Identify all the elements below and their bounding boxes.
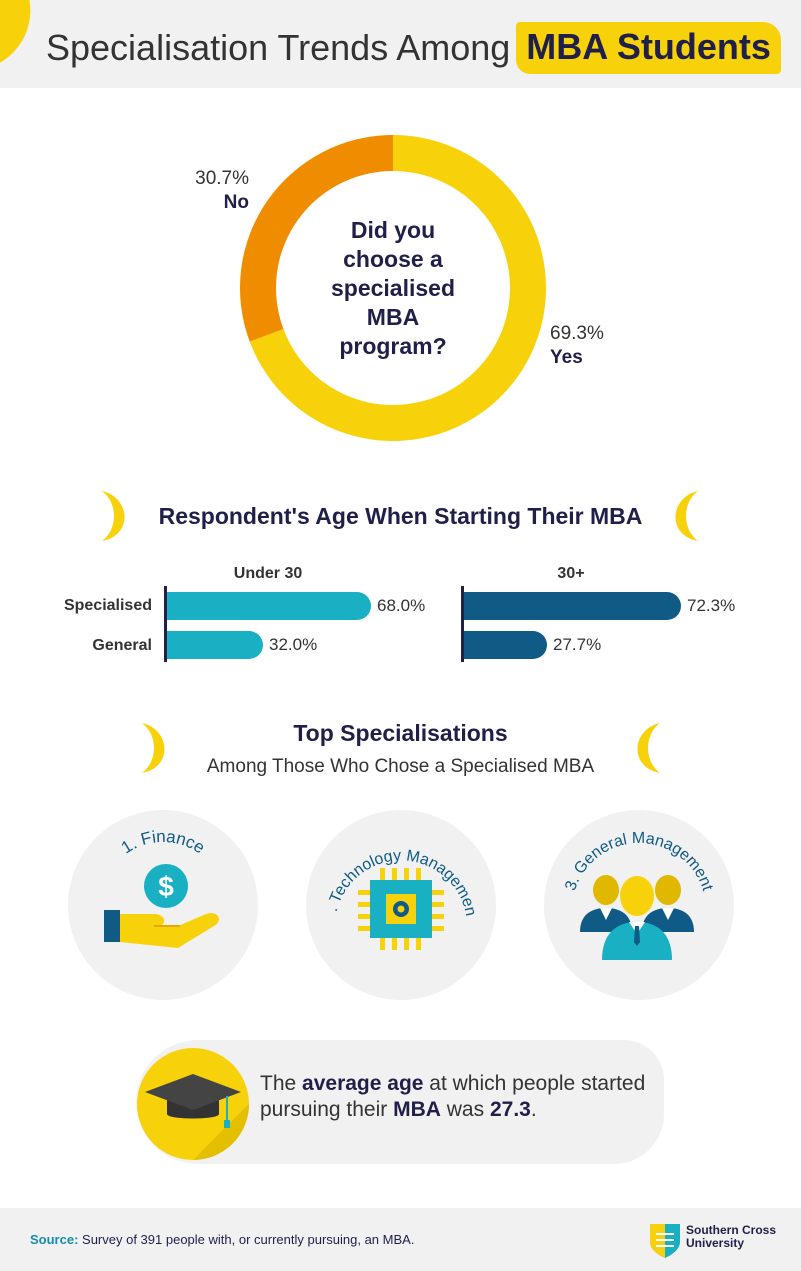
avg-mid2: was [446,1098,485,1121]
avg-mid: at which people started pursuing their [260,1072,646,1121]
specialisation-technology-management: 2. Technology Management [306,810,496,1000]
axis-line-under30 [164,586,167,662]
slice-label-no: 30.7% No [193,167,249,215]
slice-yes-percent: 69.3% [550,323,604,344]
donut-question: Did you choose a specialised MBA program… [238,133,548,443]
donut-slice-no [240,135,393,342]
slice-label-yes: 69.3% Yes [550,322,620,370]
avg-post: . [530,1098,537,1121]
row-label-specialised: Specialised [63,597,152,614]
microchip-icon [358,868,444,950]
logo-text: Southern Cross University [686,1224,786,1250]
donut-svg [240,135,546,441]
avg-bold-mba: MBA [393,1098,441,1121]
header-banner: Specialisation Trends Among MBA Students [0,0,801,88]
specialisations-subtitle: Among Those Who Chose a Specialised MBA [206,756,595,777]
bar-value-label: 72.3% [687,596,736,615]
graduation-cap-badge [137,1048,249,1160]
finance-label-path: 1. Finance [118,827,208,858]
average-age-text: The average age at which people started … [260,1071,650,1123]
avg-bold-value: 27.3 [489,1098,531,1121]
header-decoration [0,0,48,68]
axis-line-30plus [461,586,464,662]
svg-text:$: $ [158,871,174,902]
university-shield-icon [650,1224,680,1258]
page-title: Specialisation Trends Among MBA Students [46,22,781,74]
donut-chart: Did you choose a specialised MBA program… [238,133,548,443]
slice-no-percent: 30.7% [195,168,249,189]
source-label: Source: [30,1232,79,1247]
row-label-general: General [92,637,152,654]
bar-value-label: 27.7% [553,635,602,654]
age-section-title: Respondent's Age When Starting Their MBA [158,503,643,529]
slice-no-name: No [223,192,249,213]
people-icon [580,875,694,960]
bar-value-label: 32.0% [269,635,318,654]
title-highlight: MBA Students [516,22,781,74]
specialisation-general-management: 3. General Management [544,810,734,1000]
finance-label: 1. Finance [118,827,208,858]
bar-under30-specialised [167,592,371,620]
bar-value-label: 68.0% [377,596,426,615]
title-plain: Specialisation Trends Among [46,27,511,68]
tech-svg: 2. Technology Management [306,810,479,950]
graduation-cap-icon [145,1074,249,1160]
group-title-under30: Under 30 [233,565,303,582]
slice-yes-name: Yes [550,347,583,368]
bar-30plus-general [464,631,547,659]
moon-right-decoration-icon [637,723,660,773]
general-svg: 3. General Management [562,830,716,960]
source-text: Survey of 391 people with, or currently … [82,1232,415,1247]
specialisation-finance: 1. Finance $ [68,810,258,1000]
specialisations-title: Top Specialisations [293,720,508,746]
bar-under30-general [167,631,263,659]
moon-right-decoration-icon [675,491,698,541]
moon-left-decoration-icon [142,723,165,773]
group-title-30plus: 30+ [557,565,585,582]
hand-dollar-icon: $ [104,864,220,948]
bar-30plus-specialised [464,592,681,620]
avg-pre: The [260,1072,297,1095]
moon-left-decoration-icon [102,491,125,541]
finance-svg: 1. Finance $ [104,827,220,948]
logo-line1: Southern Cross [686,1223,777,1237]
avg-bold-average-age: average age [302,1072,424,1095]
footer: Source: Survey of 391 people with, or cu… [0,1208,801,1271]
university-logo: Southern Cross University [648,1220,788,1260]
donut-question-text: Did you choose a specialised MBA program… [330,216,456,359]
source-note: Source: Survey of 391 people with, or cu… [30,1232,414,1247]
logo-line2: University [686,1236,745,1250]
